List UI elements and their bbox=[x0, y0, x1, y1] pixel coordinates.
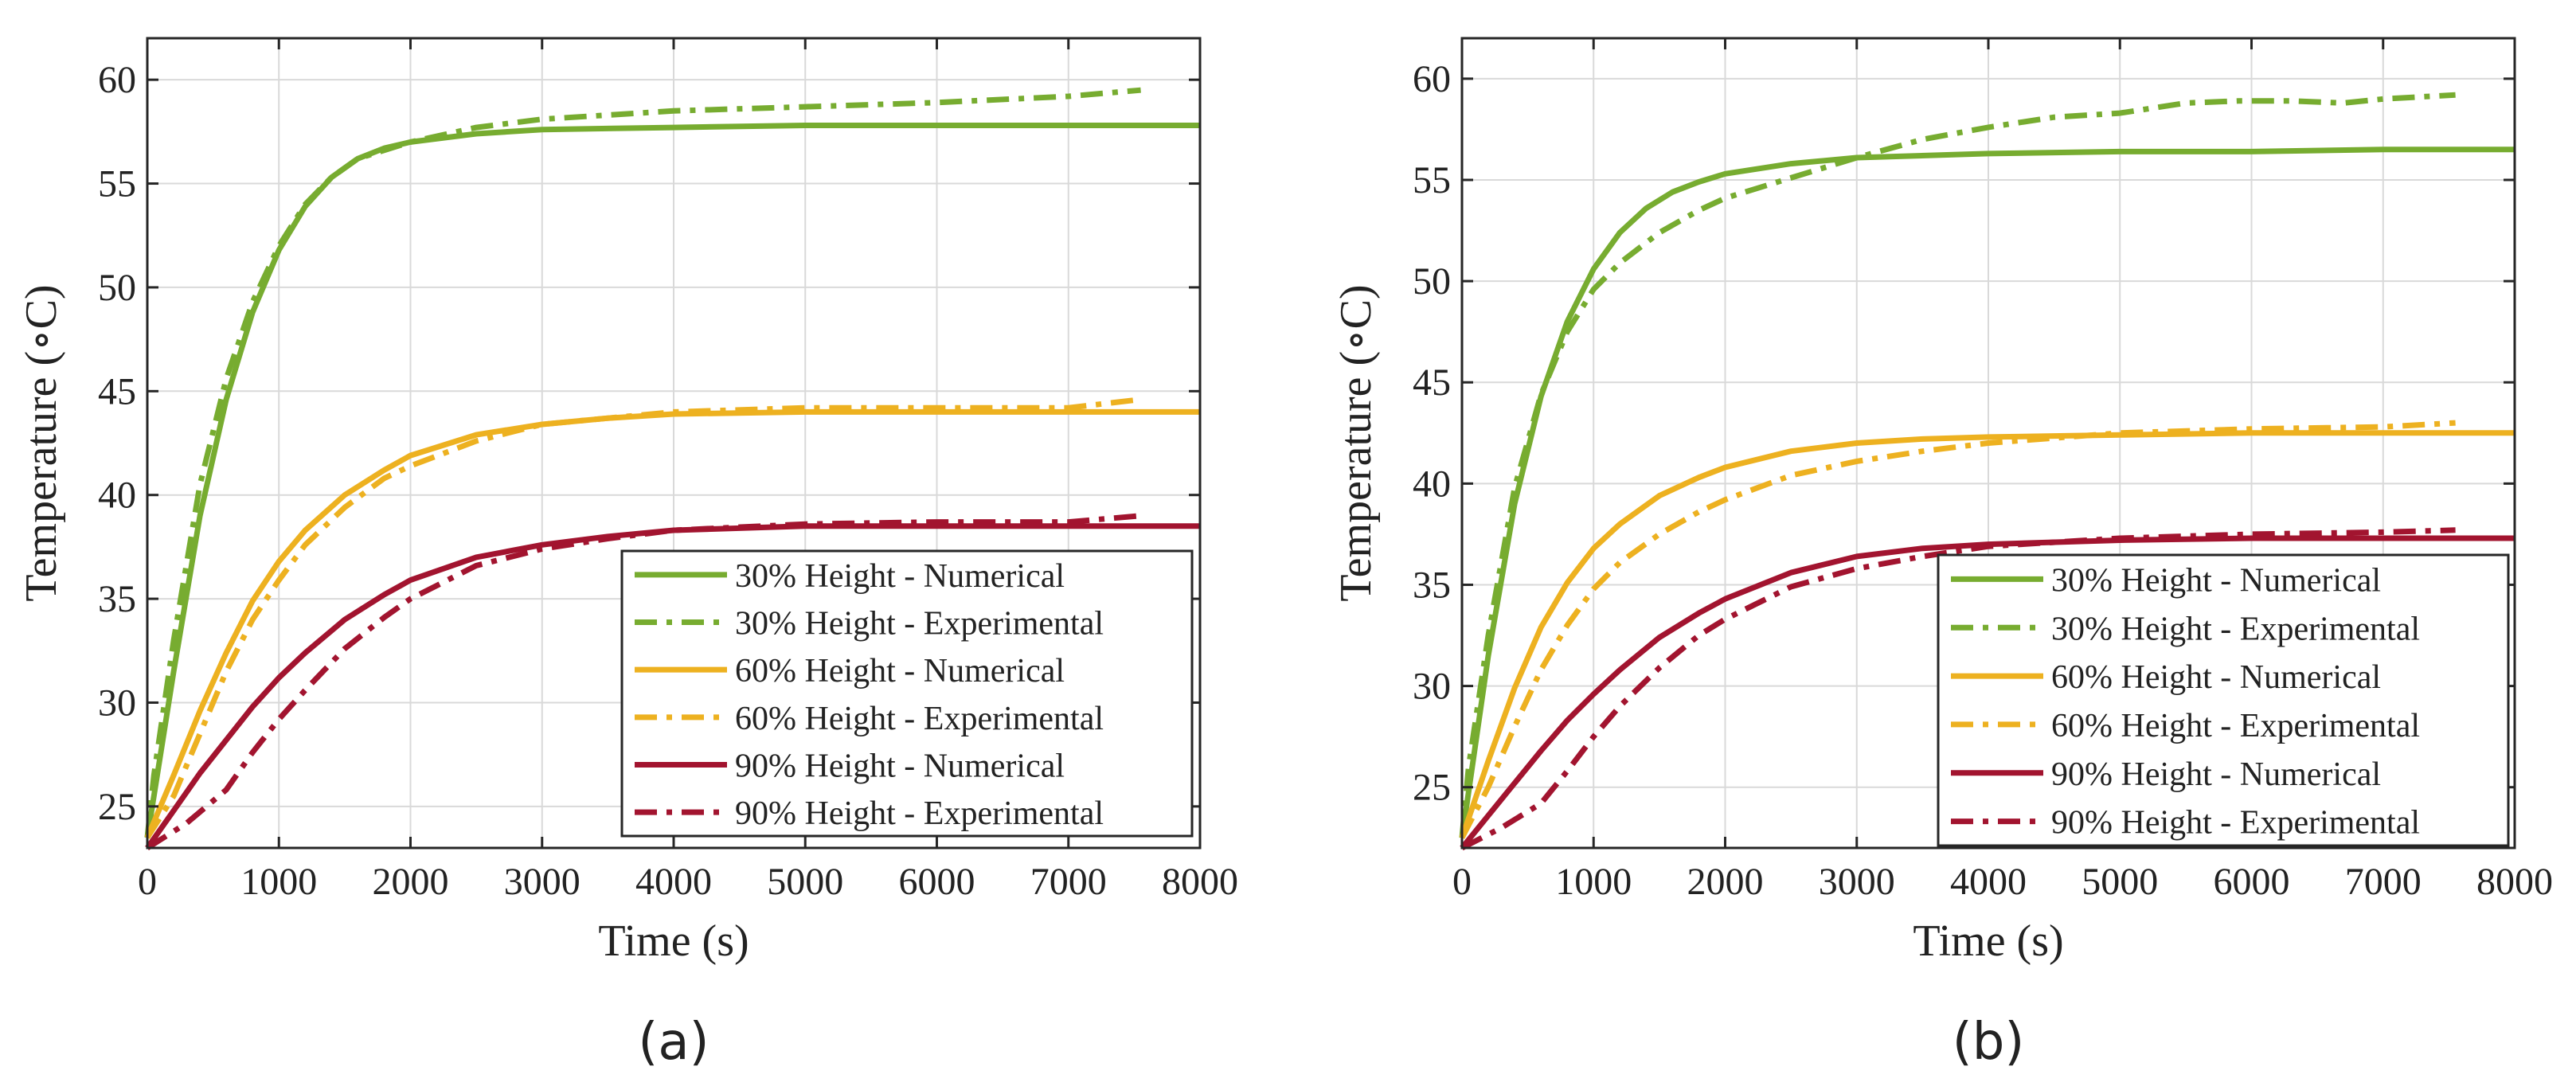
legend-label-3: 60% Height - Experimental bbox=[2051, 708, 2420, 744]
x-tick-label: 1000 bbox=[240, 861, 317, 903]
y-tick-label: 55 bbox=[98, 163, 136, 205]
y-tick-label: 50 bbox=[1413, 260, 1451, 303]
y-axis-label: Temperature (∘C) bbox=[1331, 284, 1381, 601]
panel-label: (b) bbox=[1953, 1013, 2025, 1072]
series-line-4 bbox=[145, 523, 1200, 850]
x-tick-label: 5000 bbox=[2082, 861, 2158, 903]
x-tick-label: 3000 bbox=[504, 861, 580, 903]
legend-label-2: 60% Height - Numerical bbox=[735, 653, 1065, 689]
x-axis-label: Time (s) bbox=[598, 916, 749, 966]
y-tick-label: 30 bbox=[98, 682, 136, 724]
legend-label-4: 90% Height - Numerical bbox=[735, 748, 1065, 785]
x-tick-label: 2000 bbox=[1687, 861, 1764, 903]
y-tick-label: 25 bbox=[98, 786, 136, 828]
y-tick-label: 40 bbox=[1413, 463, 1451, 505]
legend: 30% Height - Numerical 30% Height - Exper… bbox=[1937, 553, 2510, 847]
series-line-5 bbox=[1460, 527, 2456, 851]
legend-box bbox=[620, 549, 1194, 838]
legend-label-5: 90% Height - Experimental bbox=[735, 795, 1104, 832]
y-tick-label: 25 bbox=[1413, 767, 1451, 809]
y-tick-label: 30 bbox=[1413, 666, 1451, 708]
x-tick-label: 6000 bbox=[2214, 861, 2290, 903]
y-axis-label: Temperature (∘C) bbox=[17, 284, 66, 601]
legend-label-0: 30% Height - Numerical bbox=[735, 558, 1065, 595]
series-line-5 bbox=[146, 513, 1141, 850]
series-line-4 bbox=[1460, 535, 2515, 850]
x-tick-label: 4000 bbox=[1950, 861, 2027, 903]
legend-label-0: 30% Height - Numerical bbox=[2051, 562, 2381, 599]
y-tick-label: 55 bbox=[1413, 159, 1451, 201]
x-tick-label: 7000 bbox=[1030, 861, 1107, 903]
x-tick-label: 3000 bbox=[1819, 861, 1895, 903]
chart-panel-a: 0 1000 2000 3000 4000 5000 6000 7000 8000 25 30 35 4… bbox=[17, 37, 1238, 1072]
series-line-3 bbox=[1459, 420, 2456, 839]
y-tick-label: 45 bbox=[1413, 361, 1451, 404]
series-line-2 bbox=[144, 408, 1200, 839]
y-tick-label: 60 bbox=[1413, 58, 1451, 100]
legend-label-2: 60% Height - Numerical bbox=[2051, 659, 2381, 696]
legend-box bbox=[1937, 553, 2510, 847]
series-line-0 bbox=[144, 123, 1200, 838]
y-tick-label: 50 bbox=[98, 267, 136, 309]
x-tick-label: 1000 bbox=[1555, 861, 1632, 903]
chart-panel-b: 0 1000 2000 3000 4000 5000 6000 7000 8000 25 30 35 4… bbox=[1331, 37, 2553, 1072]
x-tick-label: 7000 bbox=[2345, 861, 2422, 903]
panel-label: (a) bbox=[638, 1013, 709, 1072]
x-tick-label: 0 bbox=[1452, 861, 1472, 903]
x-tick-label: 8000 bbox=[2476, 861, 2553, 903]
legend-label-1: 30% Height - Experimental bbox=[735, 606, 1104, 643]
x-tick-label: 8000 bbox=[1162, 861, 1238, 903]
series-line-3 bbox=[145, 397, 1142, 839]
x-axis-label: Time (s) bbox=[1913, 916, 2063, 966]
legend-label-4: 90% Height - Numerical bbox=[2051, 756, 2381, 793]
y-tick-label: 60 bbox=[98, 59, 136, 101]
x-tick-label: 0 bbox=[138, 861, 157, 903]
y-tick-label: 40 bbox=[98, 475, 136, 517]
x-tick-label: 2000 bbox=[373, 861, 449, 903]
y-tick-label: 35 bbox=[98, 578, 136, 620]
legend-label-5: 90% Height - Experimental bbox=[2051, 805, 2420, 842]
legend-label-3: 60% Height - Experimental bbox=[735, 701, 1104, 737]
legend-label-1: 30% Height - Experimental bbox=[2051, 611, 2420, 647]
legend: 30% Height - Numerical 30% Height - Exper… bbox=[620, 549, 1194, 838]
x-tick-label: 5000 bbox=[767, 861, 843, 903]
y-tick-label: 45 bbox=[98, 370, 136, 412]
x-tick-label: 4000 bbox=[635, 861, 712, 903]
series-line-1 bbox=[1459, 92, 2456, 838]
y-tick-label: 35 bbox=[1413, 564, 1451, 606]
x-tick-label: 6000 bbox=[899, 861, 975, 903]
